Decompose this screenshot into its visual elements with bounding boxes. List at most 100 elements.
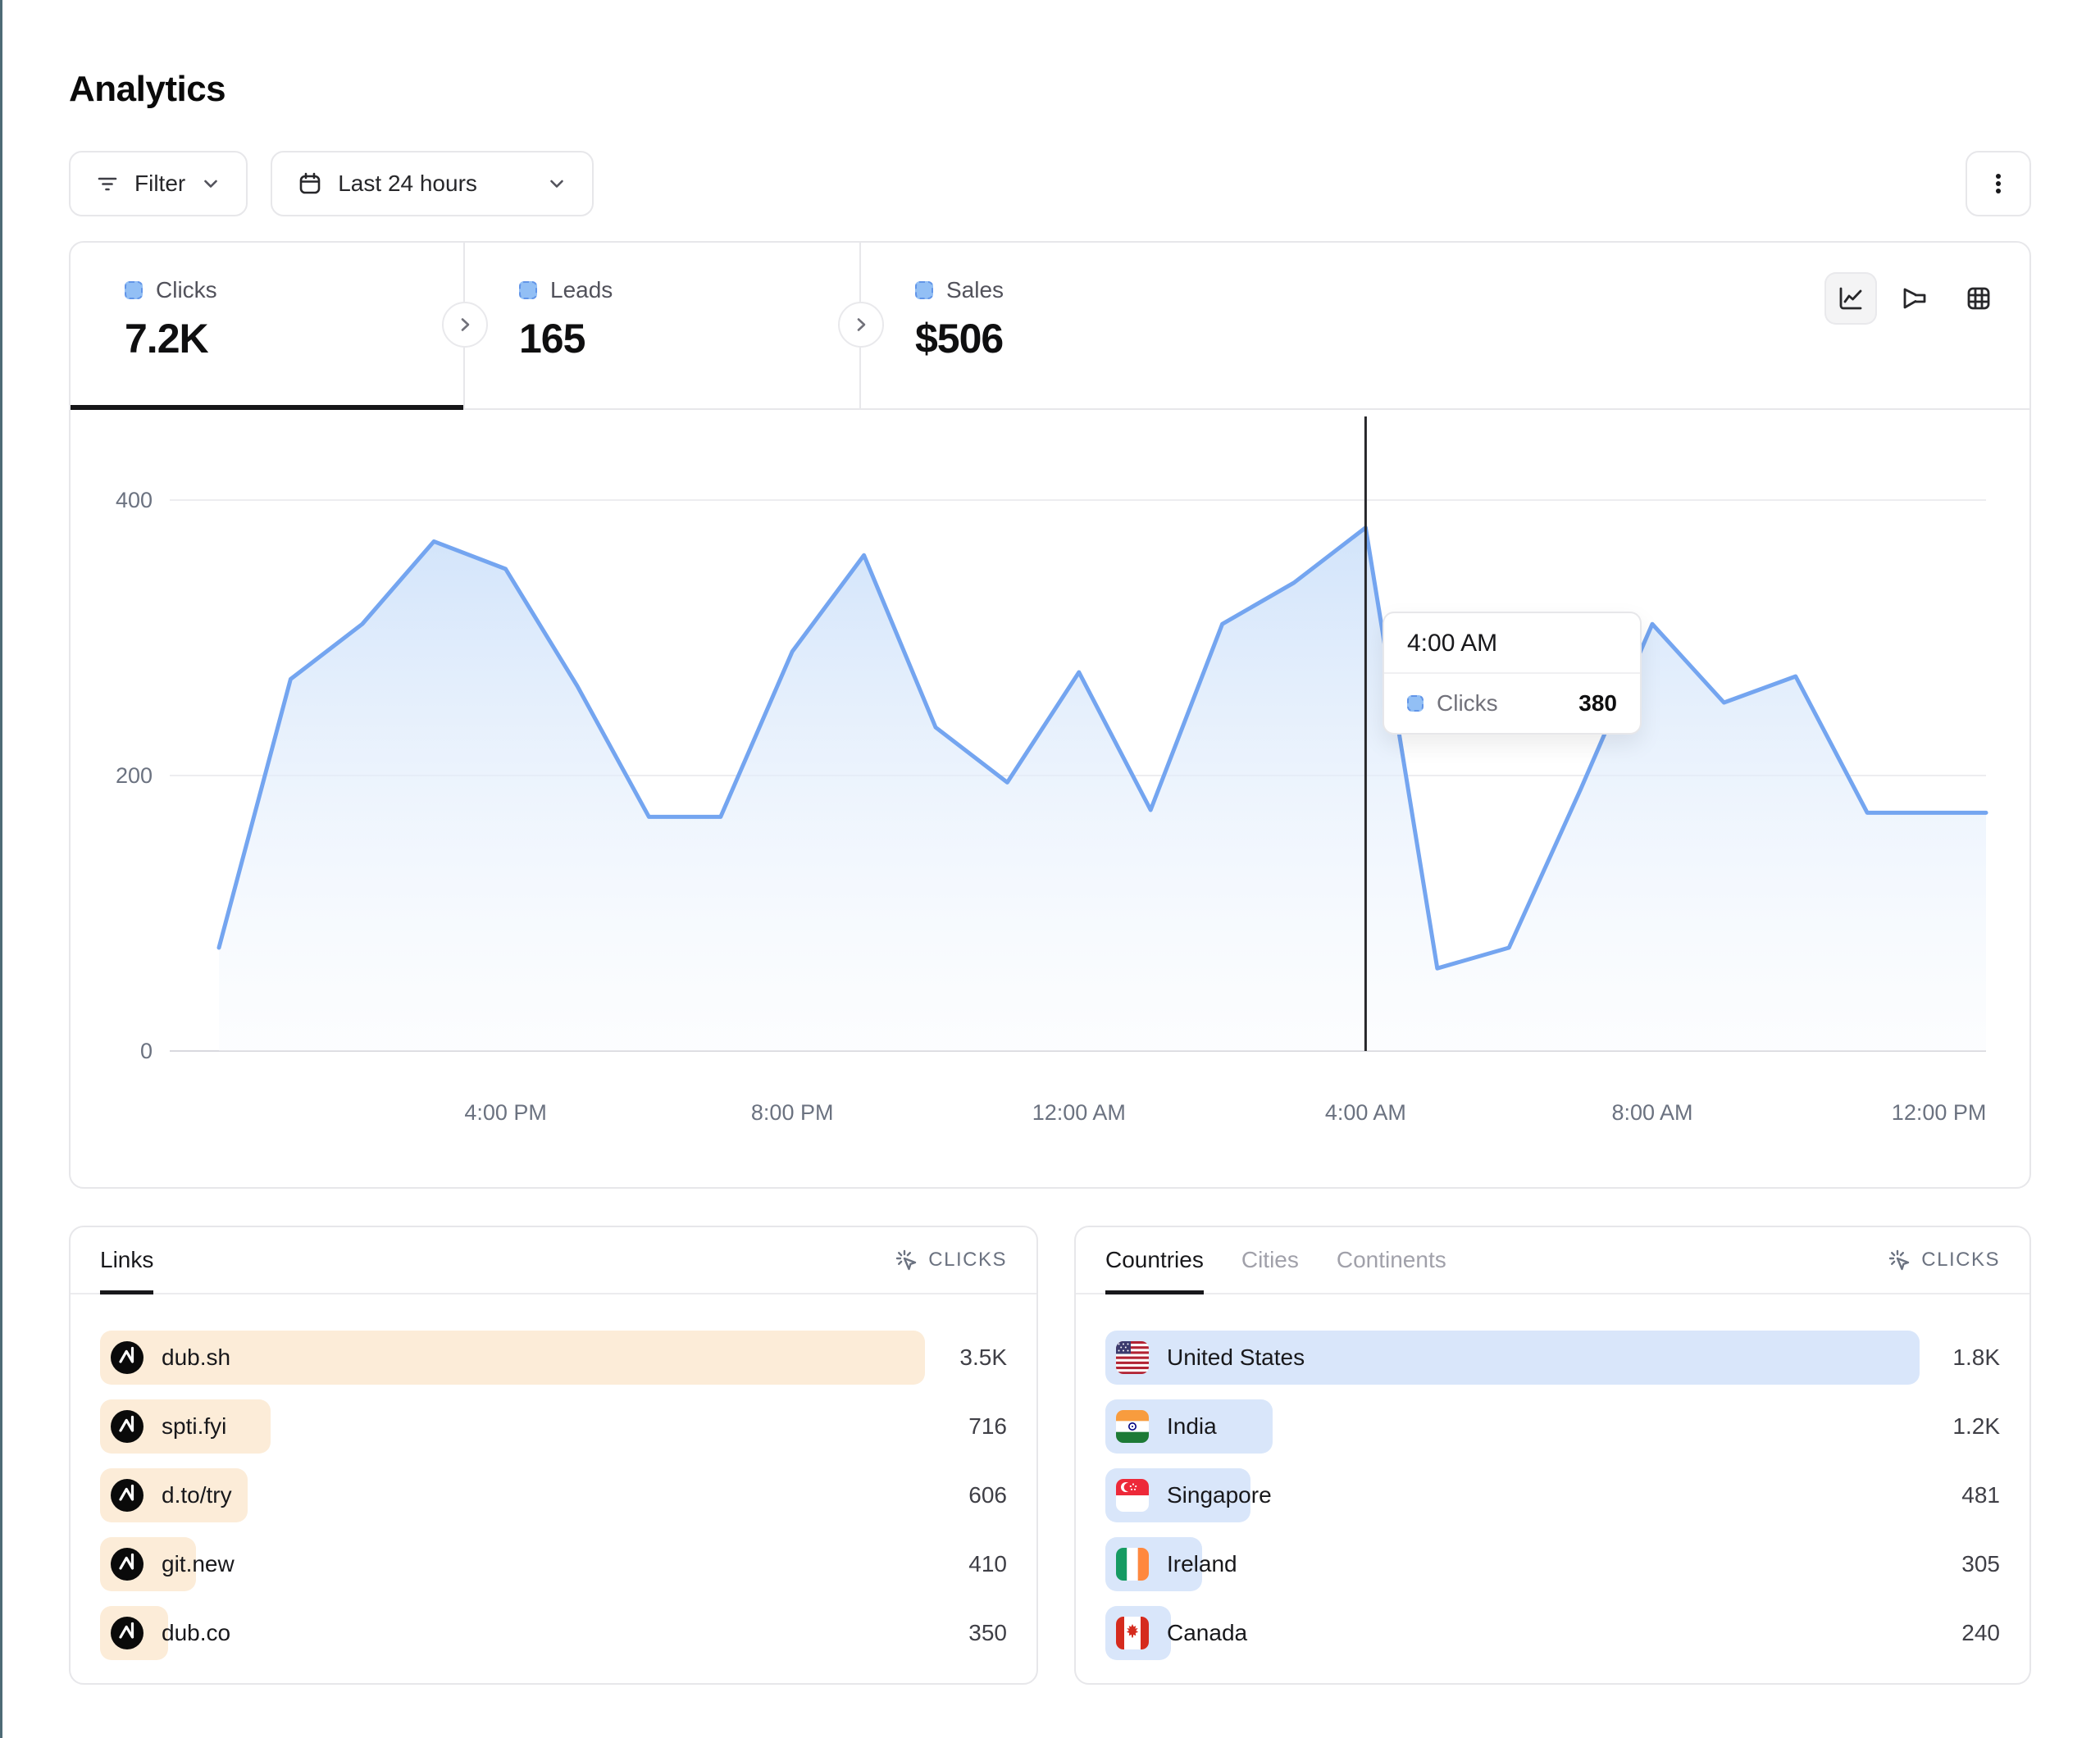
row-value: 1.8K [1952, 1344, 2000, 1370]
flag-sg-icon [1116, 1479, 1149, 1512]
metric-label: CLICKS [1921, 1249, 2000, 1271]
stat-tab-sales[interactable]: Sales $506 [861, 243, 2029, 408]
value-bar [1105, 1331, 1920, 1385]
metric-label: CLICKS [928, 1249, 1007, 1271]
dub-logo-icon [111, 1410, 143, 1443]
expand-leads-button[interactable] [838, 302, 884, 348]
leads-legend-swatch [519, 281, 537, 299]
row-value: 240 [1961, 1620, 2000, 1645]
list-item[interactable]: git.new 410 [100, 1537, 1007, 1591]
flag-canada-icon [1116, 1617, 1149, 1649]
row-label: d.to/try [162, 1482, 232, 1508]
filter-button[interactable]: Filter [69, 151, 248, 216]
calendar-icon [297, 171, 323, 197]
row-value: 481 [1961, 1482, 2000, 1508]
chevron-right-icon [857, 318, 866, 331]
list-item[interactable]: dub.co 350 [100, 1606, 1007, 1660]
row-value: 305 [1961, 1551, 2000, 1576]
analytics-card: Clicks 7.2K Leads 165 Sales $506 [69, 241, 2031, 1189]
chart-tooltip: 4:00 AM Clicks 380 [1383, 612, 1642, 735]
kebab-menu-icon [1986, 171, 2011, 196]
chevron-down-icon [200, 173, 221, 194]
expand-clicks-button[interactable] [442, 302, 488, 348]
row-label: dub.co [162, 1620, 231, 1645]
list-item[interactable]: spti.fyi 716 [100, 1399, 1007, 1454]
value-bar [100, 1331, 926, 1385]
row-label: Singapore [1167, 1482, 1272, 1508]
svg-text:4:00 PM: 4:00 PM [464, 1100, 547, 1125]
svg-text:12:00 AM: 12:00 AM [1032, 1100, 1126, 1125]
svg-text:4:00 AM: 4:00 AM [1325, 1100, 1406, 1125]
row-label: dub.sh [162, 1344, 231, 1370]
table-grid-icon [1967, 287, 1990, 310]
line-chart-view-button[interactable] [1824, 272, 1877, 325]
countries-list: United States 1.8K India 1.2K Singapore 481 Ir… [1076, 1294, 2029, 1660]
stat-tab-clicks[interactable]: Clicks 7.2K [71, 243, 465, 410]
list-item[interactable]: Singapore 481 [1105, 1468, 2000, 1522]
dub-logo-icon [111, 1341, 143, 1374]
more-options-button[interactable] [1966, 151, 2031, 216]
countries-metric-selector[interactable]: CLICKS [1887, 1248, 2000, 1272]
area-chart[interactable]: 0 200 400 4:00 PM 8:00 PM 12:00 AM 4:00 AM 8:00… [71, 410, 2033, 1187]
list-item[interactable]: India 1.2K [1105, 1399, 2000, 1454]
flag-ca-icon [1116, 1617, 1149, 1649]
row-label: India [1167, 1413, 1217, 1439]
svg-text:200: 200 [116, 763, 153, 788]
links-metric-selector[interactable]: CLICKS [894, 1248, 1007, 1272]
links-list: dub.sh 3.5K spti.fyi 716 d.to/try 606 git.new 4… [71, 1294, 1036, 1660]
row-value: 606 [968, 1482, 1007, 1508]
tab-continents[interactable]: Continents [1336, 1247, 1446, 1272]
list-item[interactable]: United States 1.8K [1105, 1331, 2000, 1385]
list-item[interactable]: d.to/try 606 [100, 1468, 1007, 1522]
svg-text:8:00 AM: 8:00 AM [1611, 1100, 1692, 1125]
flag-india-icon [1116, 1410, 1149, 1443]
dub-logo-icon [111, 1548, 143, 1581]
flag-in-icon [1116, 1410, 1149, 1443]
list-item[interactable]: Canada 240 [1105, 1606, 2000, 1660]
clicks-time-series-chart[interactable]: 0 200 400 4:00 PM 8:00 PM 12:00 AM 4:00 AM 8:00… [71, 410, 2029, 1187]
row-value: 410 [968, 1551, 1007, 1576]
tab-cities[interactable]: Cities [1241, 1247, 1299, 1272]
clicks-legend-swatch [125, 281, 143, 299]
cursor-click-icon [1889, 1249, 1910, 1271]
chevron-down-icon [546, 173, 567, 194]
row-value: 350 [968, 1620, 1007, 1645]
funnel-chart-icon [1903, 288, 1926, 309]
stat-value: 7.2K [125, 316, 209, 362]
list-item[interactable]: Ireland 305 [1105, 1537, 2000, 1591]
locations-panel: Countries Cities Continents CLICKS Unite… [1074, 1226, 2031, 1685]
dub-logo-icon [111, 1410, 143, 1443]
table-view-button[interactable] [1952, 272, 2005, 325]
toolbar: Filter Last 24 hours [69, 151, 2031, 216]
tooltip-series-label: Clicks [1437, 690, 1498, 716]
chevron-right-icon [461, 318, 470, 331]
row-label: Ireland [1167, 1551, 1237, 1576]
row-label: Canada [1167, 1620, 1248, 1645]
cursor-click-icon [896, 1249, 917, 1271]
tab-countries[interactable]: Countries [1105, 1227, 1204, 1294]
svg-text:12:00 PM: 12:00 PM [1892, 1100, 1987, 1125]
flag-ireland-icon [1116, 1548, 1149, 1581]
flag-singapore-icon [1116, 1479, 1149, 1512]
row-label: spti.fyi [162, 1413, 227, 1439]
links-panel: Links CLICKS dub.sh 3.5K spti.fyi 716 d.to/t… [69, 1226, 1038, 1685]
dub-logo-icon [111, 1479, 143, 1512]
date-range-button[interactable]: Last 24 hours [271, 151, 594, 216]
stats-tabs: Clicks 7.2K Leads 165 Sales $506 [71, 243, 2029, 410]
tab-links[interactable]: Links [100, 1227, 154, 1294]
row-label: git.new [162, 1551, 235, 1576]
dub-logo-icon [111, 1479, 143, 1512]
funnel-chart-view-button[interactable] [1888, 272, 1941, 325]
filter-button-label: Filter [134, 171, 186, 196]
list-item[interactable]: dub.sh 3.5K [100, 1331, 1007, 1385]
svg-text:400: 400 [116, 488, 153, 512]
dub-logo-icon [111, 1617, 143, 1649]
page-title: Analytics [69, 69, 226, 109]
stat-tab-leads[interactable]: Leads 165 [465, 243, 861, 408]
stat-label: Sales [946, 277, 1004, 303]
filter-icon [95, 171, 120, 196]
flag-us-icon [1116, 1341, 1149, 1374]
dub-logo-icon [111, 1617, 143, 1649]
flag-ie-icon [1116, 1548, 1149, 1581]
chart-view-toggle [1824, 272, 2005, 325]
